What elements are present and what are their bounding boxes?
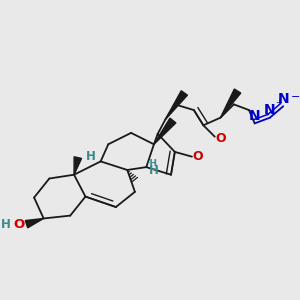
Polygon shape bbox=[154, 118, 176, 144]
Text: O: O bbox=[13, 218, 25, 231]
Text: N: N bbox=[249, 109, 260, 123]
Text: +: + bbox=[275, 98, 282, 107]
Polygon shape bbox=[165, 91, 188, 120]
Text: N: N bbox=[264, 103, 276, 117]
Text: H: H bbox=[86, 150, 96, 163]
Text: ·H: ·H bbox=[146, 159, 158, 168]
Polygon shape bbox=[74, 157, 82, 175]
Polygon shape bbox=[25, 218, 44, 228]
Text: −: − bbox=[291, 92, 300, 102]
Text: H: H bbox=[1, 218, 10, 231]
Text: O: O bbox=[215, 132, 226, 145]
Polygon shape bbox=[220, 89, 241, 118]
Text: O: O bbox=[192, 150, 203, 163]
Text: N: N bbox=[278, 92, 289, 106]
Text: H: H bbox=[149, 164, 159, 177]
